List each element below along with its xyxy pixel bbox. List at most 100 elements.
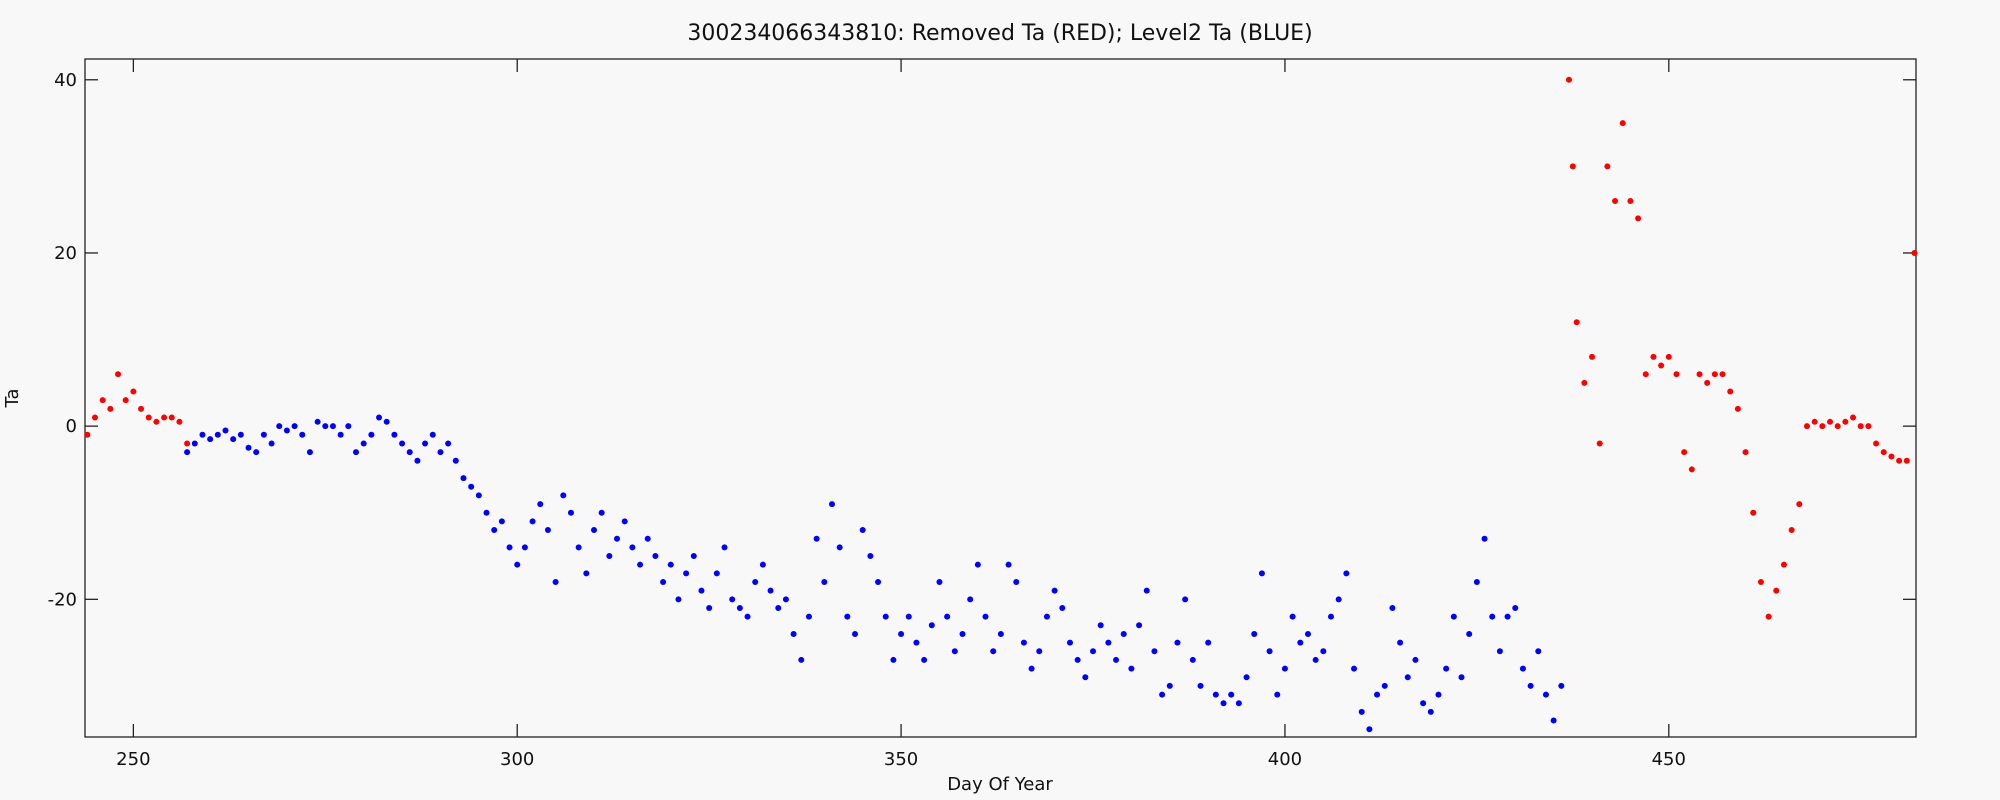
data-point [759, 561, 766, 568]
data-point [905, 613, 912, 620]
data-point [1542, 691, 1549, 698]
data-point [675, 596, 682, 603]
data-point [575, 544, 582, 551]
data-point [91, 414, 98, 421]
data-point [606, 553, 613, 560]
data-point [1558, 682, 1565, 689]
data-point [1228, 691, 1235, 698]
data-point [928, 622, 935, 629]
data-point [798, 656, 805, 663]
data-point [1711, 371, 1718, 378]
data-point [1166, 682, 1173, 689]
data-point [1873, 440, 1880, 447]
data-point [383, 418, 390, 425]
data-point [1320, 648, 1327, 655]
data-point [84, 431, 91, 438]
data-point [452, 457, 459, 464]
data-point [1312, 656, 1319, 663]
data-point [168, 414, 175, 421]
data-point [1151, 648, 1158, 655]
data-point [1289, 613, 1296, 620]
data-point [713, 570, 720, 577]
chart-title: 300234066343810: Removed Ta (RED); Level… [687, 21, 1312, 46]
data-point [621, 518, 628, 525]
data-point [237, 431, 244, 438]
data-point [1750, 509, 1757, 516]
data-point [1389, 604, 1396, 611]
data-point [1773, 587, 1780, 594]
data-point [560, 492, 567, 499]
data-point [514, 561, 521, 568]
data-point [1788, 527, 1795, 534]
data-point [721, 544, 728, 551]
plot-frame [84, 58, 1917, 738]
data-point [1596, 440, 1603, 447]
data-point [1719, 371, 1726, 378]
data-point [852, 630, 859, 637]
data-point [1051, 587, 1058, 594]
data-point [1028, 665, 1035, 672]
data-point [982, 613, 989, 620]
data-point [1696, 371, 1703, 378]
data-point [498, 518, 505, 525]
data-point [1880, 449, 1887, 456]
data-point [115, 371, 122, 378]
data-point [1734, 405, 1741, 412]
data-point [506, 544, 513, 551]
data-point [652, 553, 659, 560]
data-point [1842, 418, 1849, 425]
data-point [1174, 639, 1181, 646]
data-point [921, 656, 928, 663]
data-point [1496, 648, 1503, 655]
data-point [882, 613, 889, 620]
data-point [1888, 453, 1895, 460]
data-point [1220, 700, 1227, 707]
data-point [1642, 371, 1649, 378]
data-point [1727, 388, 1734, 395]
data-point [1827, 418, 1834, 425]
data-point [875, 579, 882, 586]
data-point [207, 436, 214, 443]
data-point [867, 553, 874, 560]
data-point [1397, 639, 1404, 646]
data-point [1351, 665, 1358, 672]
data-point [537, 501, 544, 508]
data-point [130, 388, 137, 395]
data-point [706, 604, 713, 611]
data-point [1066, 639, 1073, 646]
data-point [1013, 579, 1020, 586]
data-point [1581, 379, 1588, 386]
data-point [1519, 665, 1526, 672]
data-point [1443, 665, 1450, 672]
data-point [967, 596, 974, 603]
data-point [644, 535, 651, 542]
data-point [1120, 630, 1127, 637]
x-tick-label: 250 [116, 749, 150, 770]
data-point [1673, 371, 1680, 378]
data-point [107, 405, 114, 412]
data-point [660, 579, 667, 586]
data-point [191, 440, 198, 447]
data-point [1189, 656, 1196, 663]
data-point [629, 544, 636, 551]
data-point [637, 561, 644, 568]
data-point [1819, 423, 1826, 430]
data-point [767, 587, 774, 594]
y-tick-label: -20 [48, 589, 77, 610]
data-point [836, 544, 843, 551]
data-point [521, 544, 528, 551]
data-point [667, 561, 674, 568]
data-point [790, 630, 797, 637]
x-tick-label: 350 [884, 749, 918, 770]
data-point [1366, 726, 1373, 733]
data-point [698, 587, 705, 594]
data-point [1573, 319, 1580, 326]
data-point [306, 449, 313, 456]
data-point [1105, 639, 1112, 646]
data-point [529, 518, 536, 525]
data-point [245, 444, 252, 451]
data-point [1527, 682, 1534, 689]
data-point [1569, 163, 1576, 170]
data-point [1619, 120, 1626, 127]
data-point [898, 630, 905, 637]
